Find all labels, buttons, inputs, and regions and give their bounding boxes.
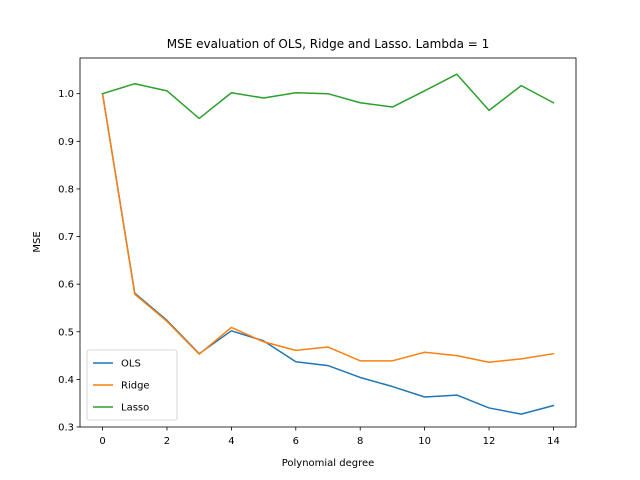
x-tick-label: 6: [293, 436, 299, 447]
y-axis: 0.3 0.4 0.5 0.6 0.7 0.8 0.9 1.0: [58, 89, 80, 434]
y-tick-label: 0.8: [58, 184, 74, 195]
x-axis-title: Polynomial degree: [282, 458, 375, 469]
chart-title: MSE evaluation of OLS, Ridge and Lasso. …: [167, 37, 490, 51]
x-axis: 0 2 4 6 8 10 12 14: [99, 427, 560, 447]
x-tick-label: 0: [99, 436, 105, 447]
y-tick-label: 0.4: [58, 375, 74, 386]
x-tick-label: 12: [483, 436, 496, 447]
y-axis-title: MSE: [32, 231, 43, 252]
legend-label-ols: OLS: [121, 359, 141, 370]
series-layer: [101, 73, 555, 415]
x-tick-label: 4: [228, 436, 234, 447]
y-tick-label: 0.6: [58, 280, 74, 291]
legend-label-ridge: Ridge: [121, 381, 150, 392]
y-tick-label: 0.9: [58, 137, 74, 148]
legend: OLS Ridge Lasso: [86, 349, 178, 421]
x-tick-label: 8: [357, 436, 363, 447]
legend-label-lasso: Lasso: [121, 403, 149, 414]
y-tick-label: 1.0: [58, 89, 74, 100]
y-tick-label: 0.5: [58, 327, 74, 338]
x-tick-label: 2: [164, 436, 170, 447]
legend-box: [86, 349, 178, 421]
plot-frame: [79, 57, 577, 428]
y-tick-label: 0.3: [58, 423, 74, 434]
x-tick-label: 10: [418, 436, 431, 447]
x-tick-label: 14: [547, 436, 560, 447]
y-tick-label: 0.7: [58, 232, 74, 243]
